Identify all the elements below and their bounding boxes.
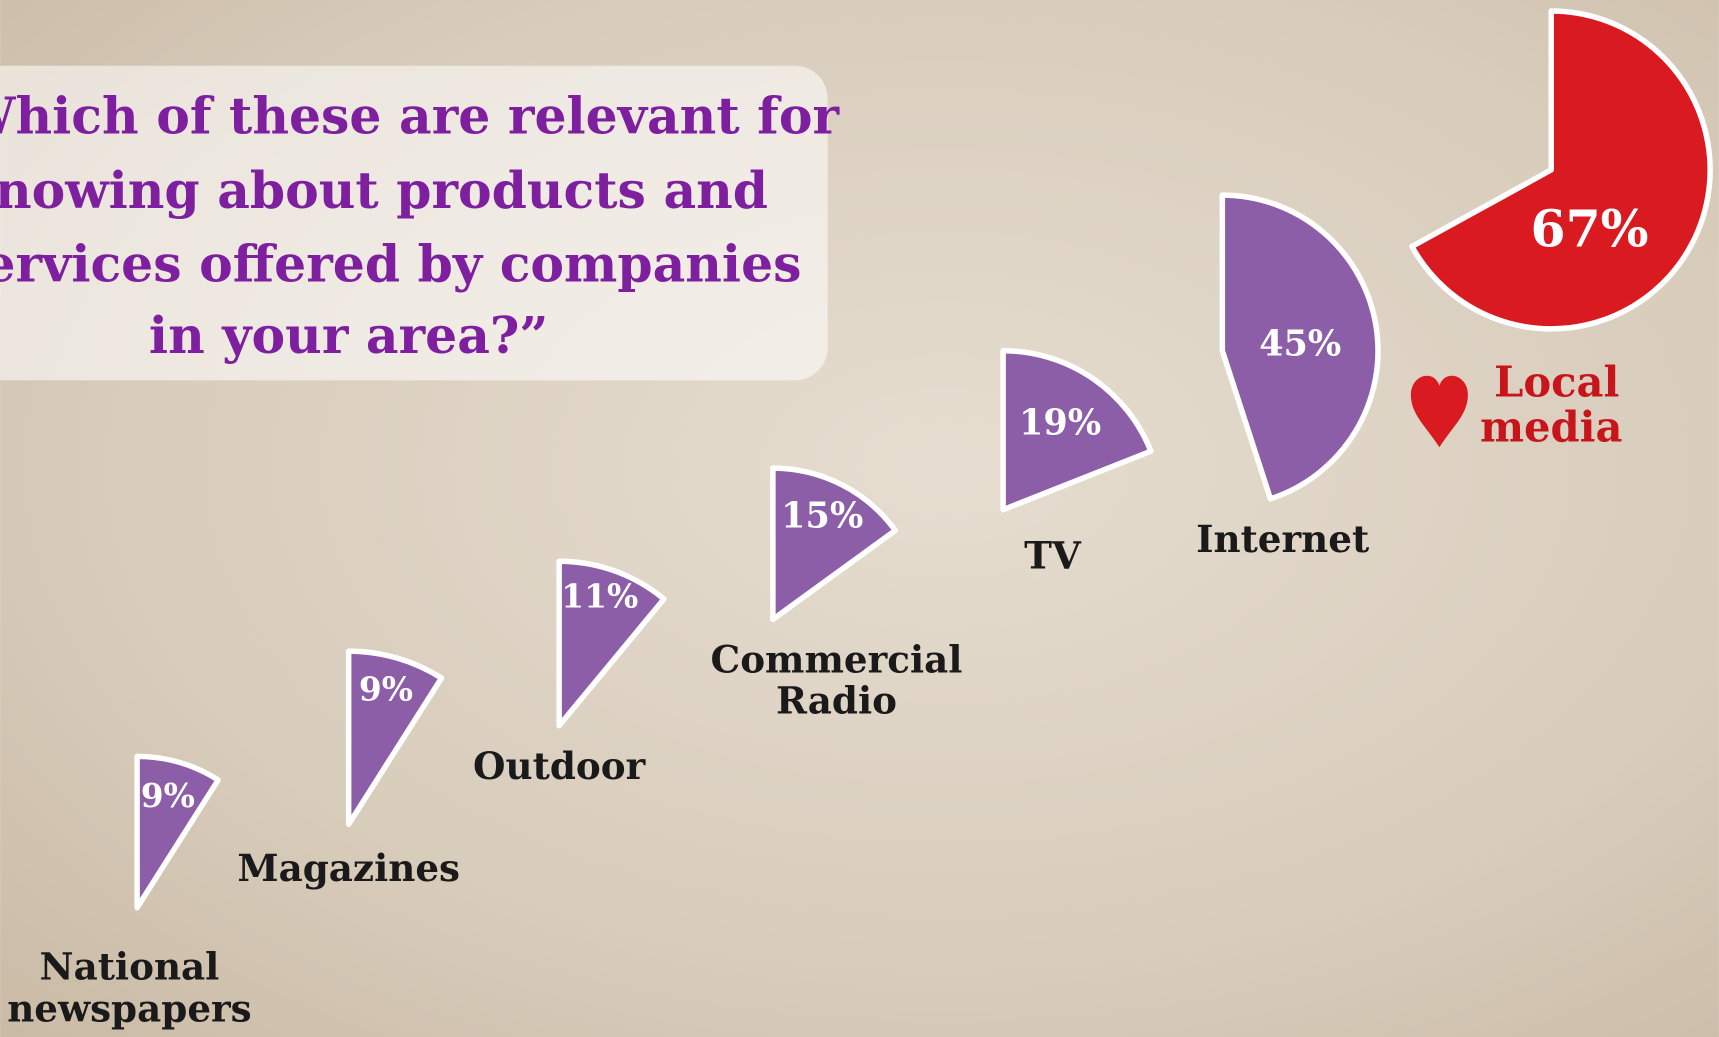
question-line: in your area?” [149,306,548,365]
sector [1409,8,1713,332]
value-label: 11% [561,577,638,616]
sector [1219,192,1381,502]
question-line: services offered by companies [0,235,802,294]
category-label: TV [1024,534,1082,578]
question-line: knowing about products and [0,161,768,220]
sector [770,465,899,623]
value-label: 67% [1531,199,1649,258]
value-label: 9% [141,776,195,815]
category-label: media [1480,402,1622,451]
sector [1000,348,1154,513]
question-box [0,65,828,381]
category-label: Outdoor [473,744,647,788]
sector [556,558,667,729]
category-label: National [40,945,220,989]
value-label: 15% [781,496,863,537]
value-label: 45% [1259,323,1341,364]
value-label: 19% [1019,402,1101,443]
category-label: Magazines [237,846,460,890]
heart-icon [1410,375,1468,448]
category-label: Local [1494,357,1619,406]
question-line: “Which of these are relevant for [0,87,840,146]
value-label: 9% [359,670,413,709]
category-label: newspapers [7,986,251,1030]
sector [134,753,221,911]
category-label: Internet [1196,517,1370,561]
category-label: Commercial [711,638,963,682]
sector [345,648,445,828]
category-label: Radio [776,678,897,722]
